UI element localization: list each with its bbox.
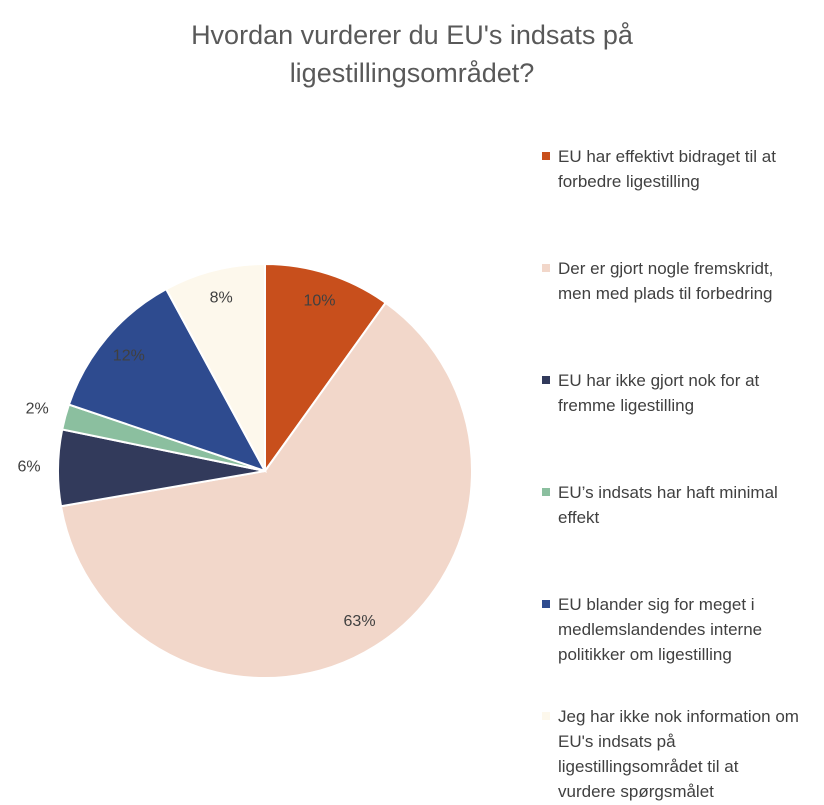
pie-slice [59,301,473,679]
legend-label: EU blander sig for meget i medlemslanden… [558,595,763,664]
legend-item: Jeg har ikke nok information om EU's ind… [540,704,800,805]
legend: EU har effektivt bidraget til at forbedr… [540,144,800,805]
data-label: 10% [303,293,335,310]
legend-item: EU’s indsats har haft minimal effekt [540,480,800,592]
legend-label: EU har ikke gjort nok for at fremme lige… [558,371,760,415]
legend-swatch [542,152,550,160]
legend-label: EU har effektivt bidraget til at forbedr… [558,147,776,191]
legend-label: Der er gjort nogle fremskridt, men med p… [558,259,774,303]
legend-item: EU blander sig for meget i medlemslanden… [540,592,800,704]
pie-slice [264,262,388,475]
legend-swatch [542,712,550,720]
legend-item: EU har effektivt bidraget til at forbedr… [540,144,800,256]
chart-title: Hvordan vurderer du EU's indsats på lige… [191,20,633,88]
data-label: 2% [26,401,49,418]
legend-item: Der er gjort nogle fremskridt, men med p… [540,256,800,368]
legend-swatch [542,376,550,384]
data-label: 63% [344,613,376,630]
legend-label: Jeg har ikke nok information om EU's ind… [558,707,799,801]
data-label: 6% [17,459,40,476]
pie-slice [164,262,266,472]
legend-swatch [542,488,550,496]
legend-item: EU har ikke gjort nok for at fremme lige… [540,368,800,480]
data-label: 8% [210,290,233,307]
legend-swatch [542,264,550,272]
legend-label: EU’s indsats har haft minimal effekt [558,483,778,527]
pie-slice [67,287,268,473]
legend-swatch [542,600,550,608]
data-label: 12% [113,348,145,365]
